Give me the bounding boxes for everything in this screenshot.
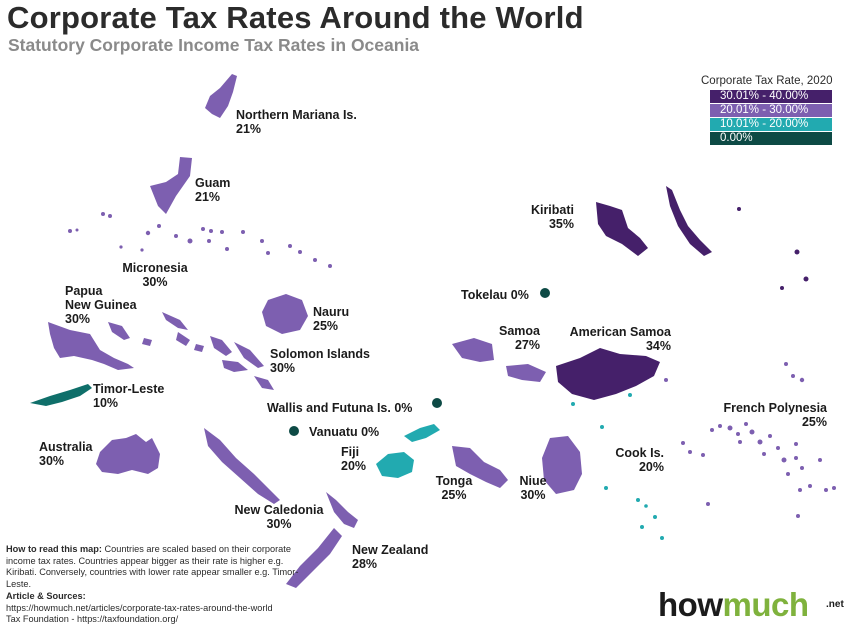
label-timor-leste: Timor-Leste 10% (93, 382, 165, 410)
region-shape-micronesia[interactable] (68, 212, 332, 268)
legend-title: Corporate Tax Rate, 2020 (701, 75, 833, 87)
legend-item-20-30: 20.01% - 30.00% (710, 104, 832, 117)
region-dot-wallis-futuna[interactable] (432, 398, 442, 408)
how-to-read-heading: How to read this map: (6, 544, 102, 554)
label-tokelau: Tokelau 0% (461, 288, 529, 302)
legend-item-0: 0.00% (710, 132, 832, 145)
legend: Corporate Tax Rate, 2020 30.01% - 40.00%… (701, 75, 846, 146)
label-micronesia: Micronesia 30% (122, 261, 188, 289)
region-shape-solomon-islands[interactable] (194, 336, 274, 390)
logo-part-how: how (658, 586, 723, 623)
region-shape-french-polynesia[interactable] (664, 362, 836, 518)
region-shape-australia[interactable] (96, 434, 160, 474)
how-to-read-text: Countries are scaled based on their corp… (6, 544, 299, 589)
label-guam: Guam 21% (195, 176, 231, 204)
region-dot-tokelau[interactable] (540, 288, 550, 298)
label-american-samoa: American Samoa 34% (569, 325, 671, 353)
label-niue: Niue 30% (519, 474, 547, 502)
label-papua-new-guinea: Papua New Guinea 30% (65, 284, 137, 326)
region-shape-niue[interactable] (542, 436, 582, 494)
region-shape-tonga[interactable] (452, 446, 508, 488)
region-shape-samoa[interactable] (452, 338, 546, 382)
page-title: Corporate Tax Rates Around the World (7, 0, 584, 35)
region-shape-fiji[interactable] (376, 424, 440, 478)
source-link-howmuch[interactable]: https://howmuch.net/articles/corporate-t… (6, 602, 273, 613)
logo-suffix: .net (826, 599, 844, 610)
region-shape-american-samoa[interactable] (556, 348, 660, 400)
label-kiribati: Kiribati 35% (530, 203, 574, 231)
region-shape-northern-mariana[interactable] (150, 74, 237, 214)
legend-item-10-20: 10.01% - 20.00% (710, 118, 832, 131)
label-samoa: Samoa 27% (499, 324, 540, 352)
source-link-taxfoundation[interactable]: Tax Foundation - https://taxfoundation.o… (6, 614, 179, 624)
label-french-polynesia: French Polynesia 25% (723, 401, 827, 429)
sources-heading: Article & Sources: (6, 591, 86, 601)
label-new-caledonia: New Caledonia 30% (234, 503, 324, 531)
label-fiji: Fiji 20% (341, 445, 367, 473)
sources-block: Article & Sources: https://howmuch.net/a… (6, 591, 273, 626)
label-australia: Australia 30% (39, 440, 93, 468)
label-tonga: Tonga 25% (435, 474, 473, 502)
region-shape-new-zealand[interactable] (286, 492, 358, 588)
label-vanuatu: Vanuatu 0% (309, 425, 380, 439)
region-dot-vanuatu[interactable] (289, 426, 299, 436)
page-subtitle: Statutory Corporate Income Tax Rates in … (8, 35, 420, 55)
region-shape-timor-leste[interactable] (30, 384, 92, 406)
label-new-zealand: New Zealand 28% (352, 543, 429, 571)
logo-part-much: much (722, 586, 809, 623)
label-northern-mariana: Northern Mariana Is. 21% (236, 108, 357, 136)
label-cook-islands: Cook Is. 20% (615, 446, 664, 474)
region-shape-nauru[interactable] (262, 294, 308, 334)
region-shape-kiribati[interactable] (596, 186, 809, 290)
howmuch-logo: howmuch (658, 586, 809, 624)
label-solomon-islands: Solomon Islands 30% (270, 347, 371, 375)
label-wallis-futuna: Wallis and Futuna Is. 0% (267, 401, 413, 415)
region-shape-papua-new-guinea[interactable] (48, 312, 190, 370)
region-shape-cook-islands[interactable] (571, 393, 664, 540)
region-shape-new-caledonia[interactable] (204, 428, 280, 504)
how-to-read-note: How to read this map: Countries are scal… (6, 544, 306, 590)
legend-item-30-40: 30.01% - 40.00% (710, 90, 832, 103)
label-nauru: Nauru 25% (313, 305, 350, 333)
